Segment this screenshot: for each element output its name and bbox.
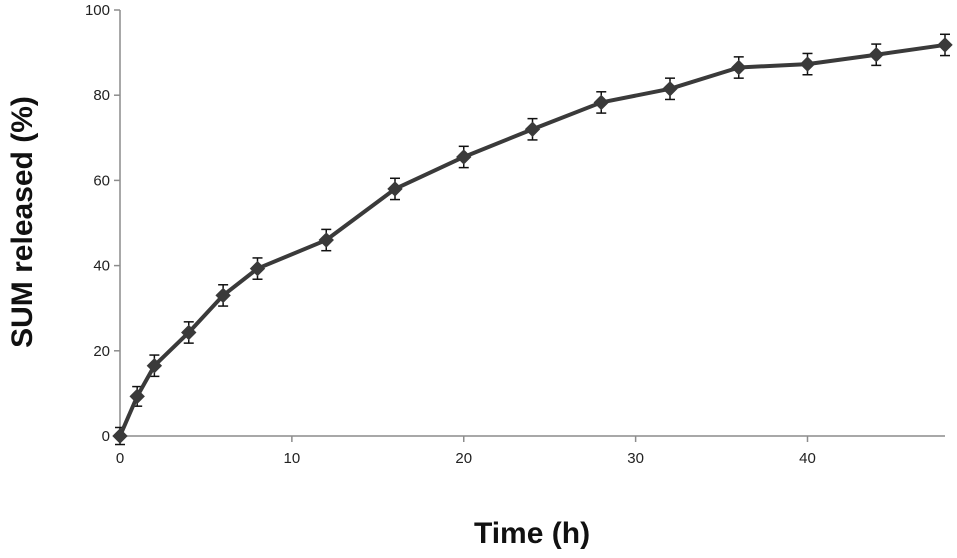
data-point-marker <box>249 260 266 277</box>
data-point-marker <box>593 94 609 111</box>
y-tick-label: 0 <box>102 428 110 445</box>
y-tick-label: 100 <box>85 2 110 19</box>
data-point-marker <box>112 428 128 444</box>
y-tick-label: 40 <box>93 258 110 275</box>
data-point-marker <box>129 388 145 405</box>
x-tick-label: 30 <box>627 450 644 467</box>
x-axis-title: Time (h) <box>474 517 590 550</box>
data-point-marker <box>146 358 163 374</box>
y-axis-title: SUM released (%) <box>6 96 39 348</box>
y-tick-label: 80 <box>93 87 110 104</box>
x-tick-label: 10 <box>284 450 301 467</box>
x-tick-label: 20 <box>455 450 472 467</box>
data-point-marker <box>524 121 541 137</box>
data-point-marker <box>215 287 231 304</box>
data-point-marker <box>799 56 816 72</box>
x-tick-label: 0 <box>116 450 124 467</box>
x-tick-label: 40 <box>799 450 816 467</box>
data-point-marker <box>937 37 953 53</box>
axes <box>119 10 945 437</box>
data-point-marker <box>868 47 884 63</box>
data-markers <box>112 37 953 444</box>
data-point-marker <box>318 232 334 248</box>
data-point-marker <box>456 149 472 165</box>
y-tick-label: 20 <box>93 343 110 360</box>
data-point-marker <box>662 81 678 97</box>
data-point-marker <box>731 59 747 76</box>
y-tick-label: 60 <box>93 172 110 189</box>
y-ticks: 0 20 40 60 80 100 <box>85 2 120 445</box>
series-line <box>118 42 946 437</box>
data-point-marker <box>181 324 197 341</box>
data-point-marker <box>387 181 403 197</box>
x-ticks: 0 10 20 30 40 <box>116 436 816 467</box>
error-bars <box>115 33 950 446</box>
